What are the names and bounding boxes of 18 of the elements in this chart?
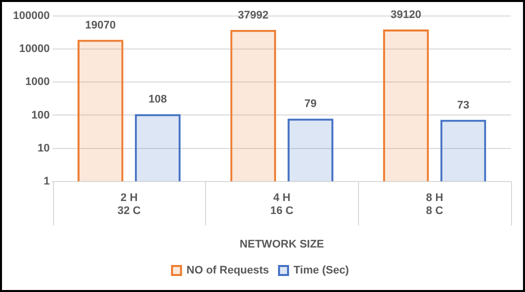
x-tick-label: 8 H 8 C	[426, 192, 444, 218]
y-tick-label: 10000	[19, 43, 50, 56]
data-label: 73	[457, 99, 470, 112]
data-label: 37992	[238, 9, 269, 22]
x-tick-label: 4 H 16 C	[270, 192, 294, 218]
legend-label: NO of Requests	[186, 264, 270, 277]
data-label: 108	[148, 94, 167, 106]
y-tick-label: 100	[31, 109, 50, 122]
data-label: 39120	[390, 9, 422, 22]
data-label: 79	[304, 98, 317, 110]
y-tick-label: 100000	[12, 10, 50, 22]
y-tick-label: 1	[44, 175, 50, 188]
x-tick-label: 2 H 32 C	[117, 192, 141, 218]
y-tick-label: 1000	[25, 76, 50, 88]
x-axis-title: NETWORK SIZE	[240, 238, 324, 250]
y-tick-label: 10	[37, 142, 50, 154]
legend-label: Time (Sec)	[294, 264, 350, 277]
data-label: 19070	[85, 19, 116, 32]
